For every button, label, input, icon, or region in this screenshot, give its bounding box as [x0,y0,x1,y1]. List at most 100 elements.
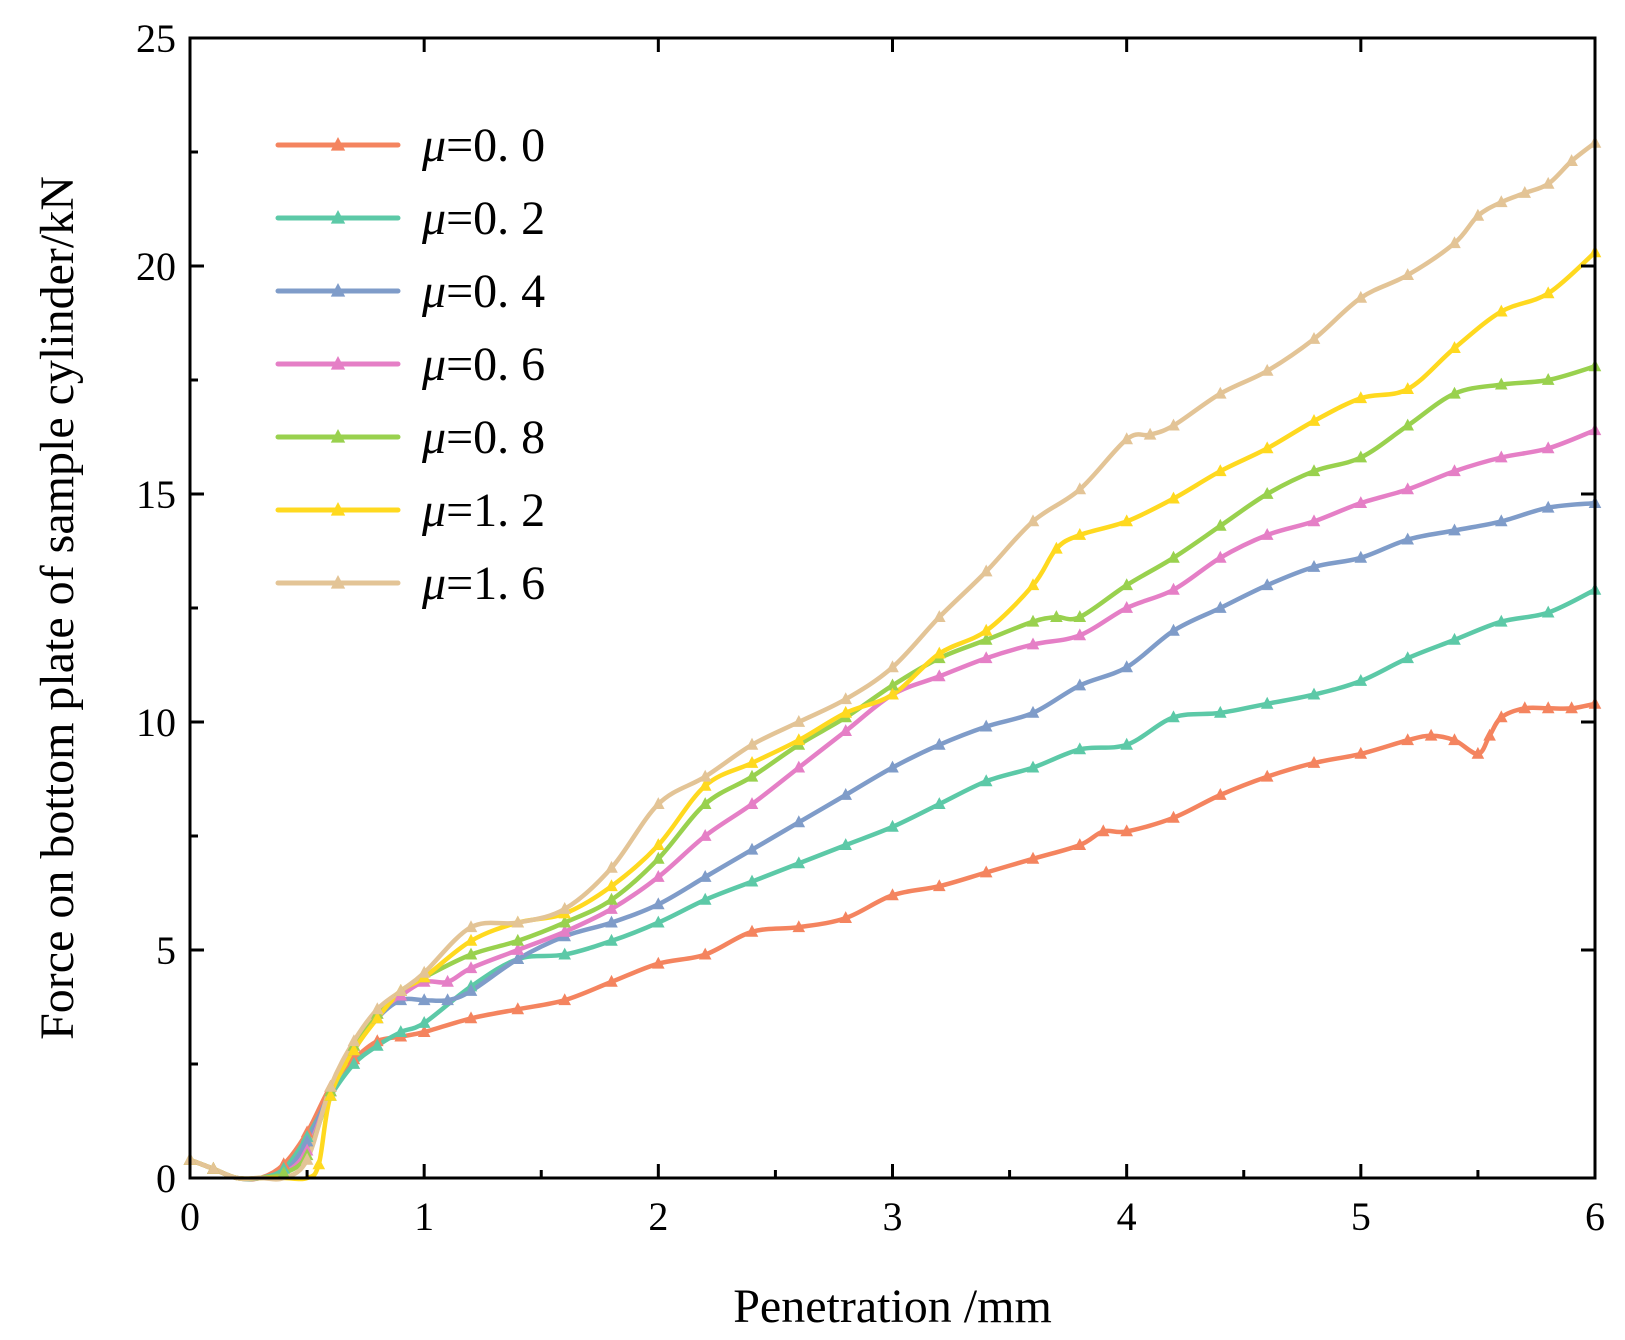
data-point-0-14 [605,974,618,987]
data-point-2-30 [1307,560,1321,572]
legend-entry: μ=1. 6 [275,557,545,610]
data-point-1-10 [417,1016,431,1028]
data-point-2-18 [745,842,759,855]
legend-mu-symbol: μ [421,338,446,391]
data-point-5-33 [1401,382,1414,394]
data-point-4-13 [558,915,571,928]
data-point-0-39 [1541,701,1555,714]
data-point-0-20 [886,888,899,901]
data-point-3-23 [979,651,993,664]
data-point-0-15 [652,956,665,969]
data-point-6-10 [417,965,431,978]
data-point-2-31 [1354,550,1368,563]
data-point-3-14 [558,924,571,937]
series-line-1 [187,587,1598,1182]
data-point-1-20 [886,819,899,832]
data-point-3-27 [1167,582,1180,595]
data-point-3-20 [839,724,852,736]
data-point-3-22 [933,669,946,682]
data-point-4-34 [1495,377,1508,390]
data-point-2-15 [605,915,618,928]
x-tick-label: 4 [1117,1194,1137,1239]
data-point-2-22 [933,737,946,750]
legend-marker-swatch [330,210,346,224]
legend-mu-symbol: μ [421,557,446,610]
data-point-5-20 [839,705,852,718]
axis-ticks-layer: 0 1 2 3 4 5 6 0 5 10 15 20 25 [136,16,1605,1239]
data-point-5-28 [1167,491,1180,504]
data-point-0-17 [745,924,759,937]
data-point-1-21 [933,797,946,809]
data-point-5-19 [792,733,806,746]
data-point-4-23 [1026,614,1040,627]
data-point-3-18 [745,797,759,809]
data-point-2-5 [300,1134,314,1147]
data-point-6-23 [1026,514,1040,527]
data-point-0-30 [1307,756,1321,768]
data-point-4-35 [1541,373,1555,385]
data-point-6-8 [371,1002,384,1015]
legend-mu-value: =1. 2 [446,484,545,537]
data-point-1-34 [1541,605,1555,618]
data-point-4-33 [1448,386,1461,399]
data-point-2-35 [1541,500,1555,513]
data-point-0-27 [1167,810,1180,823]
data-point-6-36 [1518,186,1531,198]
data-point-0-28 [1214,788,1227,800]
y-tick-label: 0 [156,1156,176,1201]
data-point-3-28 [1214,550,1227,563]
data-point-2-33 [1448,523,1461,536]
legend-label: μ=0. 0 [421,119,545,172]
legend-label: μ=1. 6 [421,557,545,610]
data-point-0-16 [698,947,712,960]
data-point-0-38 [1518,701,1531,714]
legend-mu-symbol: μ [421,484,446,537]
data-point-5-17 [698,778,712,791]
legend-entry: μ=1. 2 [275,484,545,537]
data-point-2-20 [839,788,852,800]
data-point-3-31 [1354,496,1368,508]
data-point-2-28 [1214,601,1227,613]
data-point-3-34 [1495,450,1508,463]
data-point-1-7 [347,1057,361,1069]
data-point-0-24 [1073,838,1087,850]
data-point-1-8 [371,1038,384,1051]
data-point-2-11 [441,993,454,1006]
y-tick-label: 25 [136,16,176,61]
data-point-1-30 [1354,674,1368,686]
data-point-1-14 [605,933,618,946]
x-axis-title: Penetration /mm [733,1280,1052,1333]
data-point-0-32 [1401,733,1414,746]
data-point-6-26 [1143,427,1157,440]
data-point-5-15 [605,879,618,892]
data-point-0-23 [1026,851,1040,864]
data-point-0-34 [1448,733,1461,746]
data-point-1-29 [1307,687,1321,700]
data-point-3-17 [698,829,712,841]
data-point-2-17 [698,870,712,882]
data-point-4-15 [652,851,665,864]
data-point-1-27 [1214,705,1227,718]
series-line-0 [187,701,1598,1182]
data-point-4-24 [1050,610,1063,622]
x-tick-label: 2 [648,1194,668,1239]
legend-entry: μ=0. 0 [275,119,545,172]
data-point-4-25 [1073,610,1087,622]
data-point-6-13 [558,902,571,914]
data-point-1-26 [1167,710,1180,723]
data-point-0-40 [1565,701,1578,714]
data-point-6-24 [1073,482,1087,495]
data-point-5-36 [1541,286,1555,299]
data-point-5-25 [1050,541,1063,554]
data-point-0-29 [1260,769,1274,782]
data-point-5-22 [933,646,946,659]
data-point-0-10 [417,1025,431,1037]
data-point-5-32 [1354,391,1368,404]
data-point-4-30 [1307,464,1321,477]
data-point-6-25 [1120,432,1133,445]
data-point-4-27 [1167,550,1180,563]
data-point-6-28 [1214,386,1227,399]
legend-mu-value: =0. 0 [446,119,545,172]
data-point-6-30 [1307,332,1321,344]
